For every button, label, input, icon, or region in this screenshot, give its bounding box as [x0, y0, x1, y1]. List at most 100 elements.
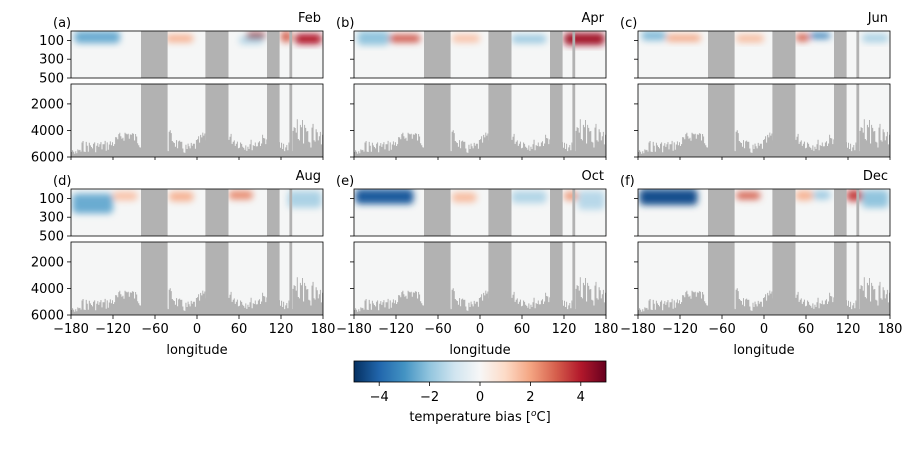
- upper-frame: [70, 188, 324, 237]
- bias-patch: [165, 34, 194, 43]
- land-mask: [772, 189, 796, 236]
- bias-patch: [511, 34, 547, 44]
- upper-section: [638, 189, 890, 236]
- colorbar-label: temperature bias [oC]: [409, 409, 550, 425]
- x-tick-label: −60: [141, 322, 168, 337]
- lower-section: [71, 242, 323, 315]
- x-tick-label: 0: [760, 322, 768, 337]
- x-tick-label: −180: [336, 322, 372, 337]
- x-tick-label: 180: [311, 322, 336, 337]
- panel-apr: (b) Apr: [336, 11, 607, 160]
- y-tick-label: 2000: [31, 97, 64, 112]
- land-mask: [834, 31, 847, 78]
- y-tick-label: 100: [39, 192, 64, 207]
- bias-patch: [288, 190, 322, 208]
- bias-patch: [578, 190, 605, 210]
- x-tick-label: 60: [231, 322, 248, 337]
- land-mask: [708, 31, 735, 78]
- bias-patch: [113, 191, 138, 201]
- land-mask: [488, 189, 512, 236]
- bias-patch: [511, 190, 547, 204]
- upper-section: [354, 31, 606, 78]
- land-mask: [289, 189, 293, 236]
- bias-field: [639, 189, 889, 208]
- land-mask: [856, 242, 860, 315]
- panel-month: Aug: [296, 169, 321, 184]
- colorbar-tick-label: 4: [577, 390, 585, 405]
- x-tick-label: −180: [620, 322, 656, 337]
- y-tick-label: 6000: [31, 151, 64, 166]
- colorbar-tick-label: −2: [420, 390, 439, 405]
- x-tick-label: −60: [708, 322, 735, 337]
- upper-section: [71, 31, 323, 78]
- land-mask: [834, 242, 847, 315]
- land-mask: [708, 242, 735, 315]
- y-tick-label: 4000: [31, 124, 64, 139]
- panel-month: Dec: [863, 169, 888, 184]
- lower-section: [354, 242, 606, 315]
- bias-patch: [169, 191, 194, 202]
- x-tick-label: 180: [594, 322, 619, 337]
- x-tick-label: 60: [798, 322, 815, 337]
- bias-patch: [795, 33, 810, 42]
- colorbar-tick-label: 2: [526, 390, 534, 405]
- land-mask: [205, 31, 229, 78]
- land-mask: [289, 84, 293, 157]
- bias-field: [74, 31, 322, 45]
- colorbar-tick-label: −4: [370, 390, 389, 405]
- lower-section: [638, 242, 890, 315]
- bias-patch: [736, 34, 764, 43]
- bathymetry: [354, 119, 606, 157]
- panel-label: (f): [620, 174, 635, 189]
- bias-patch: [639, 189, 698, 205]
- bias-patch: [355, 189, 414, 205]
- x-tick-label: 180: [878, 322, 903, 337]
- panel-month: Apr: [582, 11, 605, 26]
- bias-field: [641, 31, 889, 43]
- upper-section: [354, 189, 606, 236]
- x-tick-label: −120: [378, 322, 414, 337]
- upper-background: [71, 189, 323, 236]
- land-mask: [550, 31, 563, 78]
- x-tick-label: −120: [662, 322, 698, 337]
- y-tick-label: 500: [39, 72, 64, 87]
- bias-patch: [452, 192, 477, 203]
- land-mask: [267, 31, 280, 78]
- land-mask: [141, 31, 168, 78]
- y-tick-label: 2000: [31, 255, 64, 270]
- colorbar: −4 −2 0 2 4 temperature bias [oC]: [353, 360, 607, 425]
- bathymetry: [354, 277, 606, 315]
- x-tick-label: −60: [424, 322, 451, 337]
- land-mask: [550, 84, 563, 157]
- upper-frame: [353, 30, 607, 79]
- bias-field: [72, 190, 322, 214]
- land-mask: [856, 31, 860, 78]
- panel-dec: (f) Dec −180 −120 −60 0 60 120 180 longitude: [620, 169, 902, 358]
- lower-section: [354, 84, 606, 157]
- bias-patch: [795, 190, 813, 201]
- land-mask: [289, 242, 293, 315]
- panel-oct: (e) Oct −180 −120 −60 0 60 120 180 longitude: [336, 169, 618, 358]
- panel-grid: (a) Feb 100 300 500 2000 4000 6000 (b) Apr (c) Jun (…: [31, 11, 903, 358]
- bias-patch: [564, 32, 605, 46]
- panel-aug: (d) Aug 100 300 500 2000 4000 6000−180 −120 −60 0 6…: [31, 169, 336, 358]
- x-axis-label: longitude: [449, 343, 510, 358]
- lower-section: [71, 84, 323, 157]
- y-tick-label: 6000: [31, 309, 64, 324]
- bias-patch: [809, 32, 831, 39]
- x-tick-label: 120: [269, 322, 294, 337]
- panel-month: Feb: [298, 11, 321, 26]
- bathymetry: [71, 119, 323, 157]
- y-tick-label: 300: [39, 211, 64, 226]
- land-mask: [267, 189, 280, 236]
- bias-patch: [666, 34, 701, 42]
- land-mask: [267, 84, 280, 157]
- land-mask: [834, 84, 847, 157]
- land-mask: [772, 31, 796, 78]
- panel-jun: (c) Jun: [620, 11, 891, 160]
- bias-patch: [736, 191, 761, 200]
- panel-label: (a): [53, 16, 71, 31]
- land-mask: [141, 189, 168, 236]
- panel-month: Oct: [582, 169, 604, 184]
